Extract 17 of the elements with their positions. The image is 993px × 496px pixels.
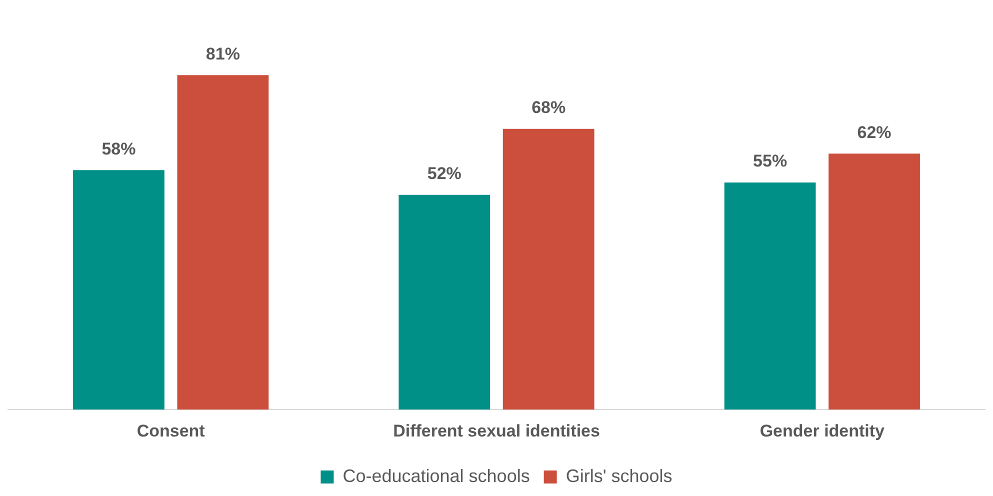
bar	[177, 75, 269, 410]
data-label: 55%	[753, 152, 788, 171]
data-label: 58%	[102, 139, 136, 158]
bar	[724, 182, 816, 410]
bar	[828, 154, 920, 410]
data-label: 68%	[532, 98, 566, 118]
x-tick-label: Different sexual identities	[393, 421, 600, 440]
data-label: 81%	[206, 44, 240, 64]
bar	[73, 170, 164, 410]
legend-label: Girls' schools	[566, 466, 672, 486]
bar	[398, 194, 490, 410]
x-tick-label: Consent	[136, 421, 206, 440]
data-label: 52%	[427, 164, 462, 184]
bar	[502, 128, 594, 410]
legend-label: Co-educational schools	[342, 466, 530, 486]
data-label: 62%	[857, 122, 892, 142]
x-tick-label: Gender identity	[760, 421, 886, 440]
